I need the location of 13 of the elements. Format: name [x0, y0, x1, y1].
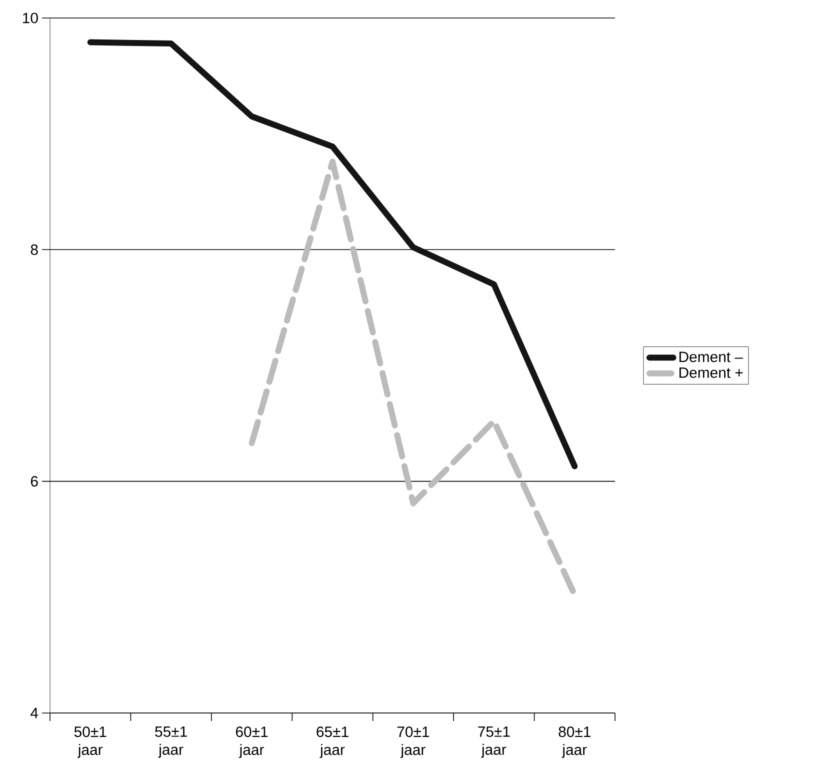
- x-tick-label: 55±1 jaar: [155, 726, 187, 758]
- y-tick-label: 4: [30, 708, 38, 718]
- x-tick-label: 75±1 jaar: [478, 726, 510, 758]
- x-tick-label: 70±1 jaar: [397, 726, 430, 758]
- y-tick-label: 10: [23, 12, 38, 24]
- x-tick-label: 60±1 jaar: [236, 726, 268, 758]
- y-tick-label: 6: [30, 476, 38, 487]
- x-tick-label: 80±1 jaar: [558, 726, 590, 758]
- y-tick-label: 8: [30, 244, 38, 255]
- x-tick-label: 65±1 jaar: [316, 726, 348, 758]
- legend-label: Dement +: [679, 367, 743, 378]
- legend-label: Dement –: [679, 352, 744, 362]
- x-tick-label: 50±1 jaar: [74, 726, 106, 758]
